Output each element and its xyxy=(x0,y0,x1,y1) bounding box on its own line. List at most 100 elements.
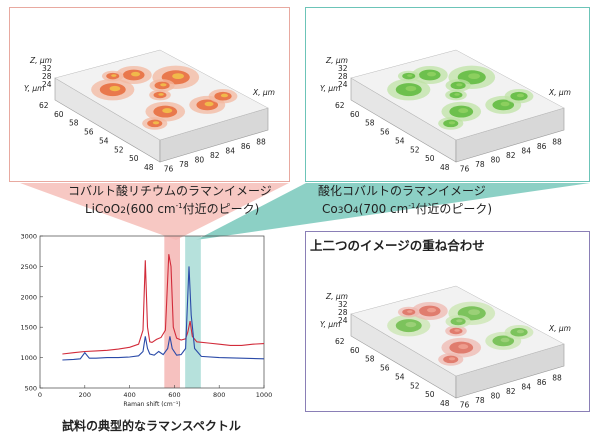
blob-peak xyxy=(109,85,121,92)
blob-peak xyxy=(468,309,480,316)
x-tick-label: 78 xyxy=(179,160,189,169)
y-tick-label: 2000 xyxy=(20,293,37,301)
y-tick-label: 1000 xyxy=(20,354,37,362)
y-tick-label: 48 xyxy=(440,163,450,172)
blob-peak xyxy=(111,74,117,77)
blob-peak xyxy=(172,73,184,80)
y-tick-label: 60 xyxy=(54,110,64,119)
y-tick-label: 3000 xyxy=(20,233,37,241)
blob-peak xyxy=(405,85,417,92)
licoo2-caption-line1: コバルト酸リチウムのラマンイメージ xyxy=(68,184,272,198)
x-tick-label: 82 xyxy=(506,151,516,160)
z-tick-label: 32 xyxy=(338,300,348,309)
overlay-image-panel: Z, μm Y, μm X, μm 32 28 24 62 60 58 56 54 52 50 48 76 7… xyxy=(305,231,590,412)
blob-peak xyxy=(204,101,214,107)
x-tick-label: 78 xyxy=(475,396,485,405)
co3o4-caption-line1: 酸化コバルトのラマンイメージ xyxy=(318,184,486,198)
x-tick-label: 80 xyxy=(491,392,501,401)
x-tick-label: 200 xyxy=(79,391,91,399)
blob-peak xyxy=(448,121,456,125)
blob-peak xyxy=(454,93,460,96)
x-tick-label: 80 xyxy=(195,156,205,165)
raman-spectrum-chart: 500 1000 1500 2000 2500 3000 0 200 400 600 800 1000… xyxy=(20,233,273,409)
x-tick-label: 84 xyxy=(521,382,531,391)
x-axis-label: X, μm xyxy=(548,88,571,97)
blob-peak xyxy=(160,83,167,87)
blob-peak xyxy=(468,73,480,80)
z-tick-label: 32 xyxy=(338,64,348,73)
y-axis-label: Y, μm xyxy=(320,320,340,329)
y-tick-label: 52 xyxy=(410,381,420,390)
blob-peak xyxy=(405,321,417,328)
z-tick-label: 24 xyxy=(42,80,52,89)
spectrum-title: 試料の典型的なラマンスペクトル xyxy=(62,419,241,433)
x-tick-label: 86 xyxy=(537,142,547,151)
z-tick-label: 28 xyxy=(338,308,348,317)
x-tick-label: 88 xyxy=(552,373,562,382)
y-tick-label: 58 xyxy=(69,119,79,128)
y-tick-label: 50 xyxy=(129,154,139,163)
blob-peak xyxy=(407,74,413,77)
x-tick-label: 0 xyxy=(38,391,42,399)
x-tick-label: 86 xyxy=(537,378,547,387)
x-tick-label: 600 xyxy=(168,391,180,399)
blob-peak xyxy=(458,108,469,114)
plot-frame xyxy=(39,235,265,389)
overlay-title: 上二つのイメージの重ね合わせ xyxy=(310,238,485,253)
y-tick-label: 52 xyxy=(410,145,420,154)
blob-peak xyxy=(456,319,463,323)
blob-peak xyxy=(500,101,510,107)
intensity-blobs xyxy=(387,65,534,130)
x-tick-label: 76 xyxy=(460,165,470,174)
spectrum-series-2 xyxy=(62,266,265,361)
y-tick-label: 62 xyxy=(335,101,345,110)
x-axis-label: Raman shift (cm⁻¹) xyxy=(123,401,180,408)
x-tick-label: 86 xyxy=(241,142,251,151)
intensity-blobs xyxy=(387,301,534,366)
co3o4-caption-line2: Co3O4(700 cm-1付近のピーク) xyxy=(322,202,493,216)
blob-peak xyxy=(158,93,164,96)
blob-peak xyxy=(458,344,469,350)
x-tick-label: 400 xyxy=(123,391,135,399)
y-axis-label: Y, μm xyxy=(24,84,44,93)
y-tick-label: 56 xyxy=(380,128,390,137)
licoo2-caption-line2: LiCoO2(600 cm-1付近のピーク) xyxy=(85,202,260,216)
blob-peak xyxy=(131,71,141,77)
x-tick-label: 76 xyxy=(164,165,174,174)
y-tick-label: 58 xyxy=(365,119,375,128)
x-tick-label: 84 xyxy=(225,146,235,155)
y-tick-label: 56 xyxy=(84,128,94,137)
blob-peak xyxy=(516,93,525,98)
y-axis-label: Y, μm xyxy=(320,84,340,93)
y-tick-label: 2500 xyxy=(20,263,37,271)
y-tick-label: 50 xyxy=(425,390,435,399)
y-tick-label: 62 xyxy=(335,337,345,346)
x-tick-label: 88 xyxy=(552,137,562,146)
x-tick-label: 1000 xyxy=(256,391,273,399)
x-axis-label: X, μm xyxy=(548,324,571,333)
x-tick-label: 82 xyxy=(506,387,516,396)
x-tick-label: 78 xyxy=(475,160,485,169)
y-tick-label: 54 xyxy=(395,136,405,145)
y-tick-label: 52 xyxy=(114,145,124,154)
z-axis-label: Z, μm xyxy=(29,56,52,65)
blob-peak xyxy=(427,71,437,77)
y-tick-label: 60 xyxy=(350,110,360,119)
y-tick-label: 54 xyxy=(99,136,109,145)
y-tick-label: 58 xyxy=(365,355,375,364)
blob-peak xyxy=(162,108,173,114)
licoo2-raman-image-panel: Z, μm Y, μm X, μm 32 28 24 62 60 58 56 54 52 50 48 76 7… xyxy=(9,7,290,182)
blob-peak xyxy=(407,310,413,313)
x-tick-label: 82 xyxy=(210,151,220,160)
z-tick-label: 24 xyxy=(338,80,348,89)
blob-peak xyxy=(448,357,456,361)
y-tick-label: 500 xyxy=(25,385,37,393)
x-tick-label: 800 xyxy=(213,391,225,399)
z-tick-label: 28 xyxy=(42,72,52,81)
z-tick-label: 24 xyxy=(338,316,348,325)
